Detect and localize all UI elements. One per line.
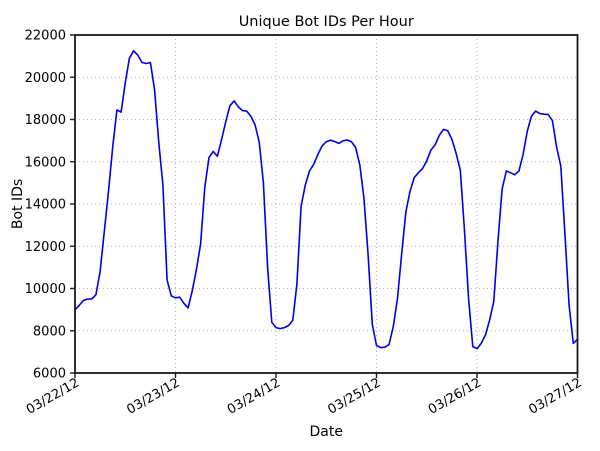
plot-frame [74,34,579,374]
x-axis-label: Date [310,424,343,440]
data-series [74,49,579,350]
y-tick-label: 16000 [25,155,66,170]
y-tick-label: 20000 [25,71,66,86]
y-tick-label: 6000 [33,367,66,382]
y-tick-label: 18000 [25,113,66,128]
y-tick-label: 10000 [25,282,66,297]
y-axis-label: Bot IDs [10,179,26,229]
y-tick-label: 22000 [25,29,66,44]
data-line [74,49,579,350]
y-tick-label: 12000 [25,240,66,255]
y-tick-label: 8000 [33,324,66,339]
y-tick-label: 14000 [25,198,66,213]
chart-title: Unique Bot IDs Per Hour [239,14,414,30]
gridlines [75,35,578,373]
